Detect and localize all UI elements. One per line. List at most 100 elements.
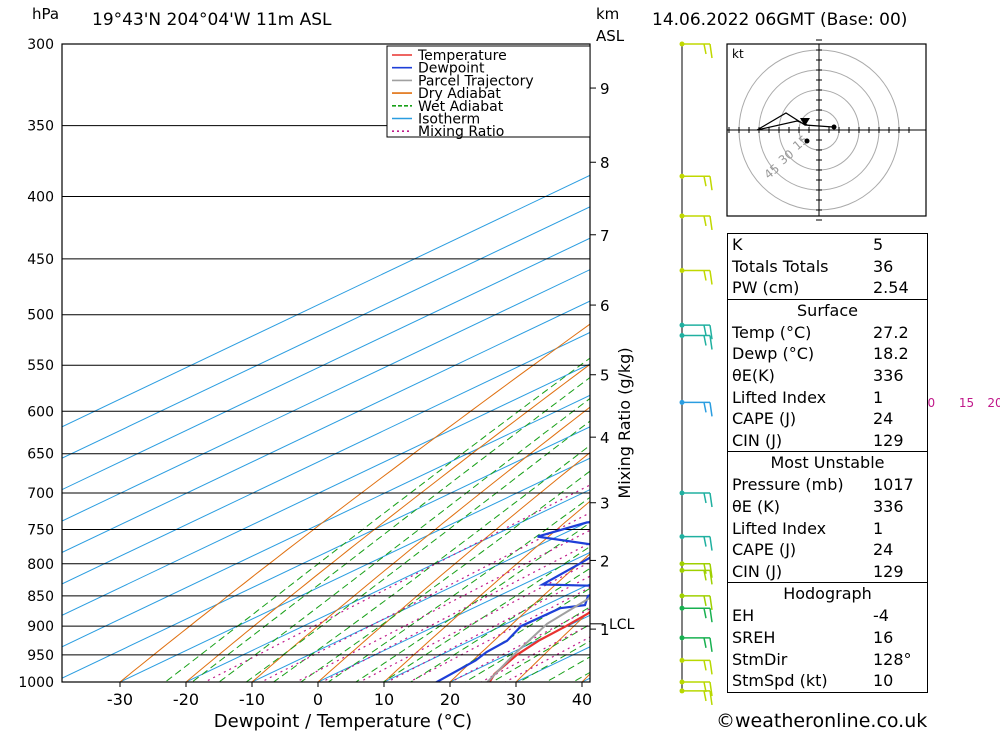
dry-adiabat-line — [119, 323, 590, 682]
altitude-tick-label: 5 — [600, 367, 610, 385]
altitude-tick-label: 2 — [600, 552, 610, 570]
indices-section: K 5 Totals Totals 36 PW (cm) 2.54 — [728, 234, 927, 300]
wet-adiabat-line — [327, 496, 590, 682]
hodograph-key: StmSpd (kt) — [732, 671, 828, 691]
temperature-profile — [487, 611, 590, 682]
pressure-tick-label: 700 — [27, 486, 54, 502]
surface-key: Dewp (°C) — [732, 344, 815, 364]
isotherm-line — [62, 300, 590, 554]
wind-barb — [679, 605, 713, 623]
isotherm-line — [62, 206, 590, 459]
km-unit-label: km — [596, 5, 620, 23]
index-row: PW (cm) 2.54 — [728, 277, 927, 299]
storm-motion-marker — [800, 118, 810, 126]
wind-barb — [679, 561, 713, 578]
legend-entry: Mixing Ratio — [418, 124, 504, 140]
temperature-tick-label: 30 — [506, 690, 526, 709]
wind-barb — [679, 213, 713, 231]
mixing-ratio-line — [449, 608, 590, 682]
hodograph-point — [804, 138, 810, 144]
dewpoint-profile — [434, 521, 590, 682]
surface-key: CIN (J) — [732, 430, 783, 450]
wind-barb — [679, 490, 713, 508]
hodograph-value: 10 — [873, 671, 894, 691]
wet-adiabat-line — [354, 522, 590, 682]
most-unstable-value: 24 — [873, 540, 894, 560]
mixing-ratio-label: 20 — [987, 396, 1000, 410]
wind-barb — [679, 688, 713, 706]
wind-barb — [679, 635, 713, 652]
plot-area — [62, 7, 1000, 708]
pressure-tick-label: 850 — [27, 589, 54, 605]
wind-barb — [679, 679, 713, 697]
surface-key: θE(K) — [732, 365, 775, 385]
most-unstable-row: CIN (J) 129 — [728, 561, 927, 583]
pressure-tick-label: 350 — [27, 119, 54, 135]
index-value: 2.54 — [873, 278, 909, 298]
mixing-ratio-line — [294, 529, 590, 682]
mixing-ratio-line — [320, 542, 590, 682]
hodograph-row: StmSpd (kt) 10 — [728, 670, 927, 692]
hodograph-value: 16 — [873, 627, 894, 647]
most-unstable-key: Lifted Index — [732, 518, 827, 538]
altitude-tick-label: 9 — [600, 80, 610, 98]
hodograph-title: Hodograph — [783, 584, 872, 604]
most-unstable-key: CAPE (J) — [732, 540, 797, 560]
most-unstable-row: Pressure (mb) 1017 — [728, 474, 927, 496]
mixing-ratio-line — [408, 586, 590, 682]
isotherm-line — [62, 331, 590, 585]
surface-row: Temp (°C) 27.2 — [728, 322, 927, 344]
lcl-label: LCL — [609, 617, 635, 633]
mixing-ratio-label: 15 — [959, 396, 974, 410]
most-unstable-key: Pressure (mb) — [732, 475, 844, 495]
isotherm-line — [250, 520, 590, 682]
mixing-ratio-line — [203, 484, 590, 682]
dry-adiabat-line — [958, 7, 1000, 708]
pressure-tick-label: 750 — [27, 523, 54, 539]
pressure-tick-label: 950 — [27, 648, 54, 664]
hodograph-section: Hodograph EH -4 SREH 16 StmDir 128° StmSpd (kt… — [728, 583, 927, 691]
x-axis-label: Dewpoint / Temperature (°C) — [214, 711, 472, 732]
temperature-tick-label: 10 — [374, 690, 394, 709]
hodograph-value: 128° — [873, 649, 912, 669]
hodograph-unit: kt — [732, 47, 744, 61]
wind-barb — [679, 173, 713, 191]
dry-adiabat-line — [515, 610, 590, 682]
wind-barb — [679, 41, 713, 59]
indices-table: K 5 Totals Totals 36 PW (cm) 2.54 Surface Tem… — [727, 233, 928, 693]
dry-adiabat-line — [317, 451, 590, 682]
surface-value: 27.2 — [873, 322, 909, 342]
surface-value: 24 — [873, 409, 894, 429]
isotherm-line — [316, 551, 590, 682]
pressure-tick-label: 1000 — [18, 675, 54, 691]
isotherm-line — [62, 426, 590, 679]
mixing-ratio-line — [260, 512, 590, 682]
pressure-tick-label: 300 — [27, 37, 54, 53]
surface-value: 336 — [873, 365, 904, 385]
most-unstable-key: CIN (J) — [732, 561, 783, 581]
pressure-unit-label: hPa — [32, 5, 60, 23]
temperature-tick-label: 0 — [313, 690, 323, 709]
isotherm-line — [62, 174, 590, 428]
surface-value: 1 — [873, 387, 884, 407]
pressure-tick-label: 450 — [27, 252, 54, 268]
wet-adiabat-line — [164, 357, 590, 682]
hodograph-row: SREH 16 — [728, 627, 927, 649]
wind-barb — [679, 332, 713, 350]
most-unstable-section: Most Unstable Pressure (mb) 1017 θE (K) 336… — [728, 452, 927, 584]
pressure-tick-label: 500 — [27, 308, 54, 324]
altitude-tick-label: 7 — [600, 227, 610, 245]
hodograph-key: StmDir — [732, 649, 788, 669]
mixing-ratio-line — [358, 561, 590, 682]
isotherm-line — [62, 363, 590, 616]
isotherm-line — [382, 583, 590, 682]
pressure-tick-label: 600 — [27, 404, 54, 420]
legend-entry: Temperature — [417, 48, 507, 64]
hodograph-value: -4 — [873, 606, 889, 626]
altitude-tick-label: 3 — [600, 495, 610, 513]
legend-entry: Dry Adiabat — [418, 86, 501, 102]
altitude-tick-label: 8 — [600, 154, 610, 172]
pressure-tick-label: 650 — [27, 447, 54, 463]
